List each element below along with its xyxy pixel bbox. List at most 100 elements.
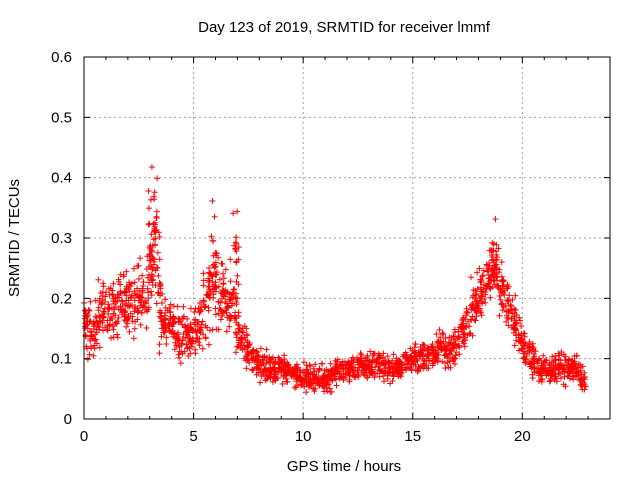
data-point [129, 302, 136, 309]
data-point [233, 299, 240, 306]
data-point [99, 314, 106, 321]
data-point [153, 215, 160, 222]
data-point [123, 323, 130, 330]
data-point [152, 229, 159, 236]
data-point [205, 279, 212, 286]
data-point [358, 359, 365, 366]
data-points [81, 164, 589, 396]
data-point [234, 272, 241, 279]
data-point [157, 281, 164, 288]
data-point [127, 283, 134, 290]
data-point [403, 351, 410, 358]
data-point [120, 271, 127, 278]
data-point [167, 313, 174, 320]
data-point [227, 296, 234, 303]
data-point [249, 348, 256, 355]
data-point [112, 319, 119, 326]
data-point [209, 198, 216, 205]
data-point [145, 205, 152, 212]
data-point [211, 264, 218, 271]
data-point [397, 370, 404, 377]
data-point [380, 360, 387, 367]
data-point [327, 389, 334, 396]
data-point [175, 351, 182, 358]
data-point [84, 356, 91, 363]
data-point [167, 301, 174, 308]
data-point [98, 301, 105, 308]
data-point [375, 350, 382, 357]
data-point [204, 291, 211, 298]
data-point [163, 334, 170, 341]
data-point [139, 289, 146, 296]
data-point [180, 303, 187, 310]
data-point [364, 365, 371, 372]
data-point [156, 313, 163, 320]
data-point [275, 375, 282, 382]
data-point [224, 289, 231, 296]
data-point [183, 341, 190, 348]
data-point [200, 270, 207, 277]
data-point [230, 286, 237, 293]
data-point [310, 365, 317, 372]
data-point [255, 365, 262, 372]
data-point [254, 349, 261, 356]
data-point [227, 278, 234, 285]
data-point [303, 389, 310, 396]
data-point [318, 360, 325, 367]
data-point [490, 241, 497, 248]
data-point [234, 208, 241, 215]
data-point [321, 388, 328, 395]
data-point [220, 281, 227, 288]
data-point [148, 231, 155, 238]
data-point [100, 280, 107, 287]
data-point [209, 237, 216, 244]
data-point [461, 343, 468, 350]
data-point [316, 365, 323, 372]
data-point [212, 311, 219, 318]
data-point [436, 326, 443, 333]
data-point [128, 280, 135, 287]
data-point [90, 352, 97, 359]
data-point [138, 294, 145, 301]
data-point [86, 351, 93, 358]
data-point [200, 277, 207, 284]
data-point [433, 331, 440, 338]
data-point [179, 337, 186, 344]
data-point [102, 293, 109, 300]
data-point [257, 379, 264, 386]
data-point [148, 264, 155, 271]
data-point [234, 343, 241, 350]
data-point [346, 378, 353, 385]
data-point [147, 242, 154, 249]
data-point [166, 327, 173, 334]
data-point [91, 345, 98, 352]
data-point [266, 360, 273, 367]
data-point [170, 320, 177, 327]
data-point [262, 377, 269, 384]
data-point [144, 285, 151, 292]
data-point [204, 324, 211, 331]
data-point [250, 355, 257, 362]
data-point [241, 323, 248, 330]
data-point [381, 378, 388, 385]
data-point [482, 299, 489, 306]
data-point [232, 349, 239, 356]
data-point [154, 249, 161, 256]
data-point [213, 250, 220, 257]
data-point [380, 354, 387, 361]
data-point [139, 272, 146, 279]
data-point [219, 287, 226, 294]
data-point [397, 361, 404, 368]
data-point [293, 361, 300, 368]
data-point [95, 276, 102, 283]
data-point [512, 306, 519, 313]
data-point [196, 327, 203, 334]
data-point [169, 327, 176, 334]
data-point [174, 303, 181, 310]
data-point [245, 357, 252, 364]
data-point [138, 310, 145, 317]
data-point [110, 334, 117, 341]
data-point [156, 256, 163, 263]
data-point [334, 364, 341, 371]
x-tick-label: 0 [80, 428, 88, 445]
